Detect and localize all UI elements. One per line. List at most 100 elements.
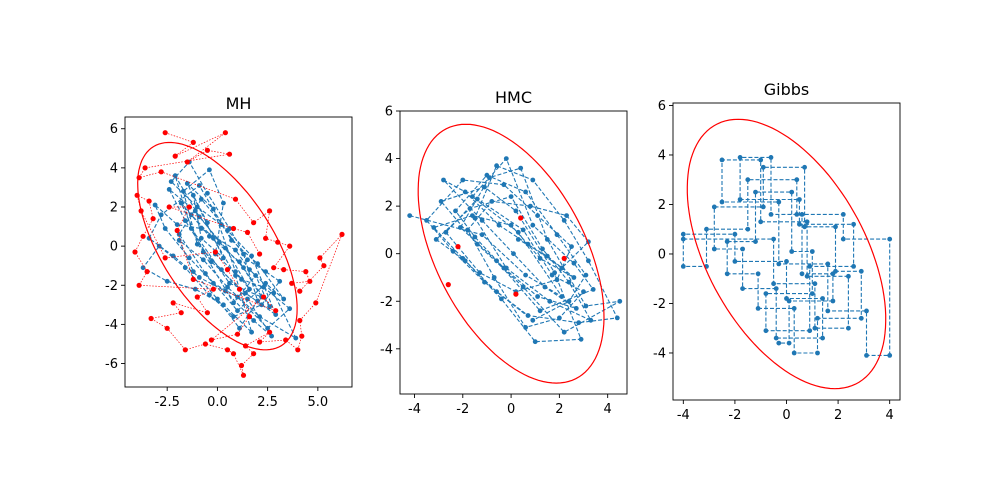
mh-sample-point (196, 275, 202, 280)
mh-target-ellipse (137, 141, 298, 351)
mh-sample-point (198, 235, 204, 241)
mh-rejected-point (182, 347, 188, 353)
mh-sample-point (273, 312, 279, 317)
gibbs-sample-point (776, 261, 782, 267)
gibbs-sample-point (737, 155, 743, 160)
hmc-sample-point (494, 163, 499, 169)
gibbs-sample-point (711, 204, 717, 210)
gibbs-sample-point (794, 212, 800, 217)
mh-rejected-point (150, 216, 156, 222)
mh-sample-point (140, 265, 146, 271)
hmc-sample-point (525, 241, 531, 247)
mh-rejected-point (208, 337, 214, 343)
gibbs-sample-point (825, 308, 831, 314)
mh-sample-point (184, 181, 190, 186)
hmc-sample-point (501, 182, 507, 188)
hmc-sample-point (590, 287, 596, 292)
mh-panel: -2.5 0.0 2.5 5.0 6 4 2 0 -2 -4 -6 MH (105, 94, 353, 410)
mh-sample-point (255, 298, 260, 304)
hmc-x-tick-label: -4 (408, 402, 421, 417)
mh-sample-point (207, 167, 212, 173)
mh-rejected-point (172, 153, 178, 159)
mh-rejected-point (263, 235, 269, 241)
gibbs-sample-point (840, 236, 846, 242)
hmc-sample-point (578, 336, 584, 342)
mh-sample-point (158, 212, 164, 218)
mh-sample-point (265, 325, 270, 331)
mh-sample-point (241, 251, 246, 257)
mh-y-tick-label: -6 (105, 357, 118, 372)
hmc-sample-point (433, 237, 439, 242)
mh-sample-point (245, 257, 250, 263)
mh-rejected-point (307, 278, 313, 284)
gibbs-sample-point (680, 236, 686, 242)
mh-rejected-point (238, 362, 245, 369)
mh-sample-point (207, 292, 212, 298)
mh-rejected-point (226, 151, 233, 157)
gibbs-sample-point (840, 212, 846, 217)
hmc-sample-point (508, 194, 514, 200)
mh-sample-point (176, 237, 182, 243)
mh-sample-point (194, 204, 200, 210)
hmc-plot-area (407, 123, 623, 384)
mh-rejected-point (142, 165, 148, 171)
mh-sample-point (251, 318, 256, 323)
mh-sample-point (172, 173, 178, 179)
gibbs-sample-point (833, 224, 838, 230)
mh-sample-point (241, 265, 246, 271)
mh-sample-point (156, 243, 162, 249)
mh-sample-point (215, 296, 220, 302)
mh-sample-point (211, 235, 216, 241)
hmc-sample-point (557, 315, 562, 321)
gibbs-sample-point (791, 306, 797, 311)
mh-sample-point (192, 286, 198, 292)
gibbs-sample-point (732, 231, 738, 237)
hmc-sample-point (482, 184, 487, 190)
hmc-sample-point (544, 253, 550, 259)
mh-rejected-point (303, 269, 309, 275)
gibbs-sample-point (784, 259, 789, 264)
gibbs-sample-point (807, 328, 813, 334)
mh-rejected-point (212, 249, 218, 255)
mh-sample-point (190, 269, 196, 274)
hmc-sample-point (583, 272, 589, 278)
hmc-sample-point (573, 306, 579, 311)
mh-sample-point (271, 290, 277, 296)
hmc-sample-point (583, 303, 589, 309)
hmc-sample-point (576, 320, 582, 326)
hmc-axes-frame (399, 110, 628, 395)
mh-sample-point (176, 232, 182, 237)
hmc-y-tick-label: -2 (380, 295, 393, 310)
mh-x-tick-label: -2.5 (154, 395, 179, 410)
mh-y-tick-label: 4 (110, 161, 118, 176)
hmc-panel: -4 -2 0 2 4 6 4 2 0 -2 -4 HMC (380, 88, 628, 417)
hmc-rejected-point (561, 255, 567, 261)
mh-rejected-point (339, 231, 345, 237)
mh-rejected-point (244, 229, 251, 235)
mh-y-tick-label: 0 (110, 240, 118, 255)
mh-rejected-point (287, 243, 293, 249)
mh-rejected-point (271, 265, 277, 271)
gibbs-sample-point (758, 157, 764, 163)
mh-sample-point (257, 314, 262, 319)
mh-rejected-point (299, 333, 305, 339)
gibbs-sample-point (858, 315, 864, 321)
gibbs-y-tick-label: -4 (653, 346, 666, 361)
mh-sample-point (233, 247, 238, 253)
gibbs-sample-point (830, 298, 836, 304)
gibbs-y-tick-label: 4 (658, 148, 666, 163)
hmc-rejected-point (513, 291, 519, 297)
mh-rejected-point (321, 263, 327, 269)
hmc-x-tick-label: 2 (555, 402, 563, 417)
gibbs-x-tick-label: -4 (677, 408, 690, 423)
hmc-sample-point (508, 222, 514, 228)
mh-rejected-point (132, 249, 138, 255)
gibbs-sample-point (740, 286, 745, 291)
gibbs-sample-point (768, 155, 774, 160)
mh-sample-point (287, 306, 293, 312)
mh-rejected-point (232, 196, 239, 202)
hmc-sample-point (484, 172, 490, 178)
gibbs-y-tick-label: -2 (653, 297, 666, 312)
